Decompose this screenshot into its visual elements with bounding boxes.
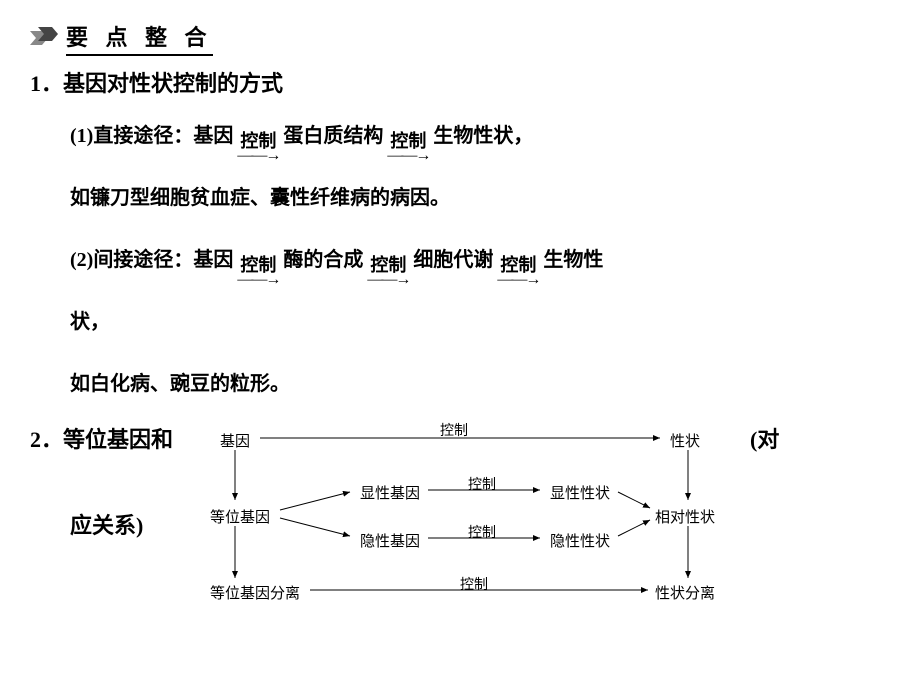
arrow-control-1: 控制 ——→	[237, 132, 279, 164]
arrow-control-5: 控制 ——→	[497, 256, 539, 288]
section2-row: 2．等位基因和 应关系)	[30, 422, 890, 602]
section1-heading: 1．基因对性状控制的方式	[30, 66, 890, 98]
p2-prefix: (2)间接途径：基因	[70, 236, 233, 284]
arrow-icon: ——→	[237, 272, 279, 288]
section2-heading-left: 2．等位基因和 应关系)	[30, 422, 200, 540]
header-title: 要 点 整 合	[66, 20, 213, 56]
node-rec-trait: 隐性性状	[550, 530, 610, 551]
section1-p2c: 如白化病、豌豆的粒形。	[70, 360, 890, 408]
node-allele: 等位基因	[210, 506, 270, 527]
section1-p1: (1)直接途径：基因 控制 ——→ 蛋白质结构 控制 ——→ 生物性状，	[70, 112, 890, 160]
arrow-icon: ——→	[497, 272, 539, 288]
arrow-control-4: 控制 ——→	[367, 256, 409, 288]
node-dom-gene: 显性基因	[360, 482, 420, 503]
section1-p2b: 状，	[70, 298, 890, 346]
p2-mid1: 酶的合成	[283, 236, 363, 284]
arrow-icon: ——→	[367, 272, 409, 288]
edge-label-top: 控制	[440, 420, 468, 440]
p2-mid2: 细胞代谢	[413, 236, 493, 284]
arrow-icon: ——→	[387, 148, 429, 164]
node-rec-gene: 隐性基因	[360, 530, 420, 551]
node-rel-trait: 相对性状	[655, 506, 715, 527]
p2-end: 生物性	[543, 236, 603, 284]
node-dom-trait: 显性性状	[550, 482, 610, 503]
arrow-control-2: 控制 ——→	[387, 132, 429, 164]
section1-p2: (2)间接途径：基因 控制 ——→ 酶的合成 控制 ——→ 细胞代谢 控制 ——…	[70, 236, 890, 284]
node-allele-sep: 等位基因分离	[210, 582, 300, 603]
header-arrow-icon	[30, 27, 58, 49]
p1-end: 生物性状，	[433, 112, 533, 160]
arrow-icon: ——→	[237, 148, 279, 164]
section2-heading-right: (对	[750, 422, 810, 454]
arrow-control-3: 控制 ——→	[237, 256, 279, 288]
header: 要 点 整 合	[30, 20, 890, 56]
node-trait-sep: 性状分离	[655, 582, 715, 603]
edge-label-dom: 控制	[468, 474, 496, 494]
node-gene: 基因	[220, 430, 250, 451]
p1-prefix: (1)直接途径：基因	[70, 112, 233, 160]
section1-p1b: 如镰刀型细胞贫血症、囊性纤维病的病因。	[70, 174, 890, 222]
p1-mid1: 蛋白质结构	[283, 112, 383, 160]
sec2-heading-text: 2．等位基因和	[30, 422, 200, 454]
edge-label-rec: 控制	[468, 522, 496, 542]
edge-label-bottom: 控制	[460, 574, 488, 594]
sec2-heading-line2: 应关系)	[70, 508, 200, 540]
gene-trait-diagram: 基因 等位基因 等位基因分离 显性基因 隐性基因 性状 显性性状 隐性性状 相对…	[210, 422, 740, 602]
node-trait: 性状	[670, 430, 700, 451]
